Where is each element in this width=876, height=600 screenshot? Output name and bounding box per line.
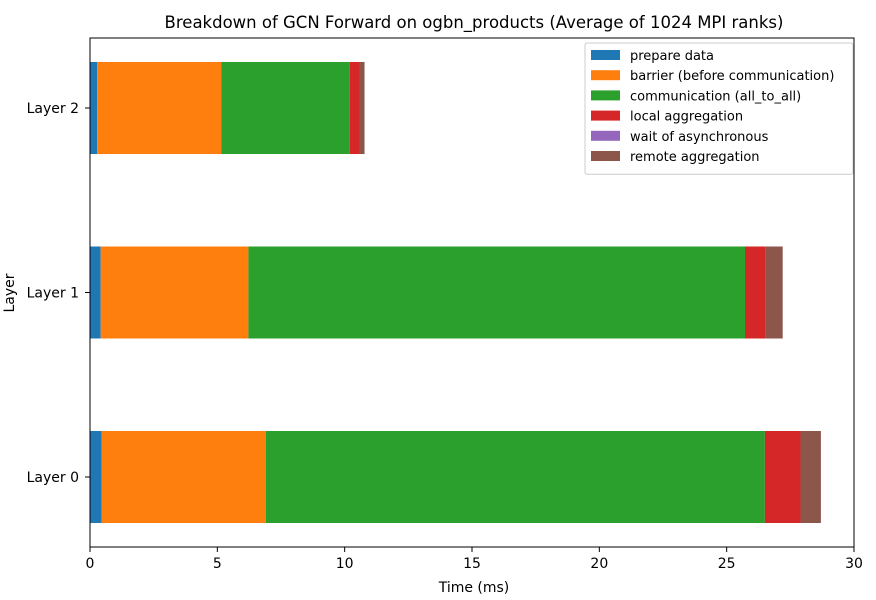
legend-swatch xyxy=(591,151,620,161)
bar-layer-1-communication-all-to-all xyxy=(248,246,746,339)
legend-label: communication (all_to_all) xyxy=(630,89,801,104)
bar-layer-0-local-aggregation xyxy=(764,431,801,523)
x-tick-label: 15 xyxy=(463,556,481,572)
y-tick-label: Layer 1 xyxy=(27,286,79,302)
legend: prepare data barrier (before communicatio… xyxy=(584,42,854,175)
legend-label: barrier (before communication) xyxy=(630,69,834,84)
bar-layer-0-remote-aggregation xyxy=(800,431,821,523)
legend-label: remote aggregation xyxy=(630,150,760,165)
bar-layer-1-remote-aggregation xyxy=(765,246,783,339)
legend-swatch xyxy=(591,130,620,141)
bar-layer-0-prepare-data xyxy=(90,431,102,523)
bar-layer-1-barrier-before-communication xyxy=(100,246,249,339)
bar-layer-2-prepare-data xyxy=(90,62,98,154)
bar-layer-2-communication-all-to-all xyxy=(221,62,350,154)
legend-swatch xyxy=(591,70,620,81)
y-axis-label: Layer xyxy=(2,273,18,312)
bar-layer-1-prepare-data xyxy=(90,246,101,339)
bar-layer-0-communication-all-to-all xyxy=(265,431,765,523)
y-tick-label: Layer 2 xyxy=(27,101,79,117)
y-tick-label: Layer 0 xyxy=(27,470,79,486)
chart-title: Breakdown of GCN Forward on ogbn_product… xyxy=(165,13,784,33)
axes-layer: 0 5 10 15 20 25 30 Layer 0 Layer 1 Layer 2 xyxy=(27,101,863,572)
bar-layer-1-local-aggregation xyxy=(745,246,766,339)
legend-label: local aggregation xyxy=(630,110,743,125)
bar-layer-2-local-aggregation xyxy=(349,62,360,154)
bar-layer-0-barrier-before-communication xyxy=(101,431,266,523)
x-tick-label: 25 xyxy=(718,556,736,572)
bar-layer-2-remote-aggregation xyxy=(359,62,365,154)
legend-swatch xyxy=(591,110,620,121)
legend-swatch xyxy=(591,90,620,101)
x-tick-label: 10 xyxy=(336,556,354,572)
bar-layer-2-barrier-before-communication xyxy=(97,62,222,154)
legend-swatch xyxy=(591,50,620,60)
bars-layer xyxy=(90,62,821,523)
legend-label: prepare data xyxy=(630,49,714,64)
x-tick-label: 20 xyxy=(590,556,608,572)
x-tick-label: 30 xyxy=(845,556,863,572)
legend-label: wait of asynchronous xyxy=(630,130,769,145)
x-axis-label: Time (ms) xyxy=(438,580,510,596)
x-tick-label: 5 xyxy=(213,556,222,572)
legend-box xyxy=(584,42,854,175)
x-tick-label: 0 xyxy=(86,556,95,572)
